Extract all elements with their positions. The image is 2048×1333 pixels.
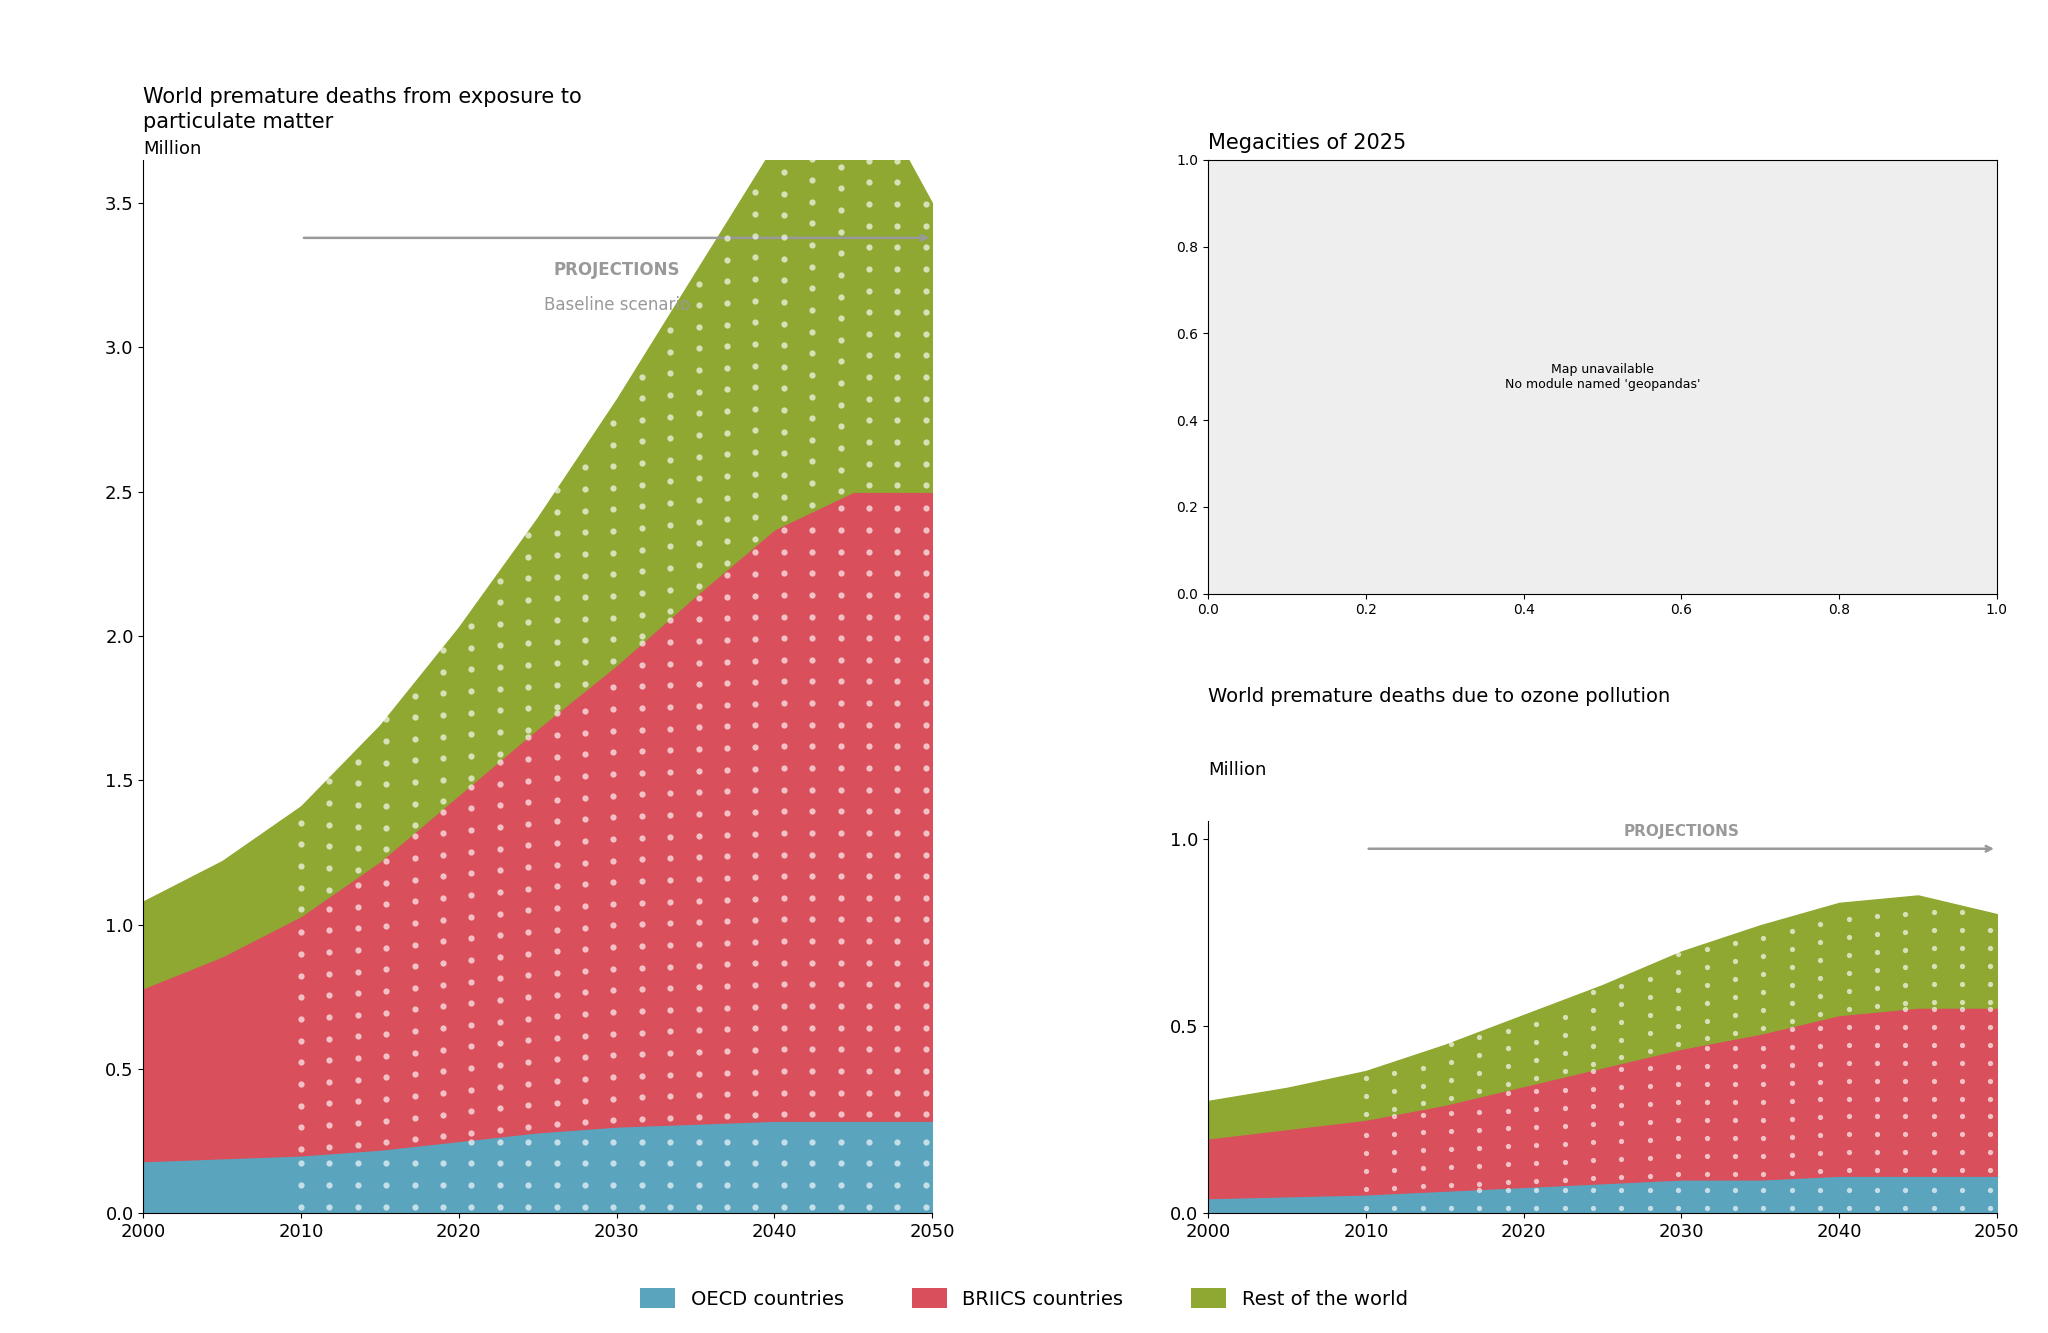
Legend: OECD countries, BRIICS countries, Rest of the world: OECD countries, BRIICS countries, Rest o…: [633, 1281, 1415, 1317]
Text: World premature deaths due to ozone pollution: World premature deaths due to ozone poll…: [1208, 688, 1671, 706]
Text: PROJECTIONS: PROJECTIONS: [553, 261, 680, 279]
Text: PROJECTIONS: PROJECTIONS: [1624, 824, 1739, 840]
Text: Million: Million: [1208, 761, 1266, 778]
Text: World premature deaths from exposure to
particulate matter: World premature deaths from exposure to …: [143, 87, 582, 132]
Text: Map unavailable
No module named 'geopandas': Map unavailable No module named 'geopand…: [1505, 363, 1700, 391]
Text: Million: Million: [143, 140, 203, 159]
Text: Baseline scenario: Baseline scenario: [543, 296, 690, 313]
Text: Megacities of 2025: Megacities of 2025: [1208, 133, 1407, 153]
